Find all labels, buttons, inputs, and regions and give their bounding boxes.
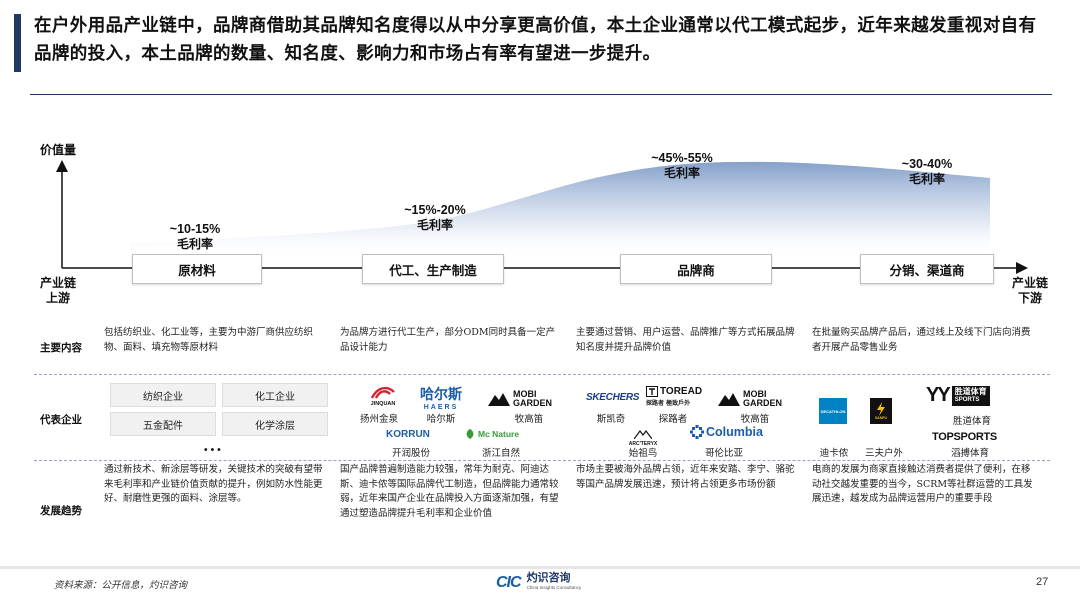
manufacturer-haers: 哈尔斯 [426, 414, 456, 425]
trend-brand: 市场主要被海外品牌占领，近年来安踏、李宁、骆驼等国产品牌发展迅速，预计将占领更多… [576, 464, 795, 490]
row-label-companies: 代表企业 [40, 414, 82, 426]
jinquan-logo: JINQUAN [360, 384, 406, 407]
content-raw-materials: 包括纺织业、化工业等，主要为中游厂商供应纺织物、面料、填充物等原材料 [104, 327, 314, 353]
manufacturer-kingrun: 开润股份 [391, 448, 430, 459]
margin-raw-materials: ~10-15% 毛利率 [169, 222, 221, 251]
trend-manufacturing: 国产品牌普遍制造能力较强，常年为耐克、阿迪达斯、迪卡侬等国际品牌代工制造，但品牌… [340, 464, 559, 519]
brand-mobigarden: 牧高笛 [740, 414, 770, 425]
page-title: 在户外用品产业链中，品牌商借助其品牌知名度得以从中分享更高价值，本土企业通常以代… [34, 16, 1037, 64]
mcnature-logo: Mc Nature [464, 428, 519, 440]
retailer-shengdao: 胜道体育 [952, 416, 991, 427]
content-manufacturing: 为品牌方进行代工生产，部分ODM同时具备一定产品设计能力 [340, 327, 556, 353]
brand-toread: 探路者 [658, 414, 688, 425]
category-coating: 化学涂层 [222, 412, 328, 436]
columbia-logo: Columbia [690, 425, 763, 439]
stage-brand: 品牌商 [620, 254, 772, 284]
margin-brand: ~45%-55% 毛利率 [651, 151, 713, 180]
category-chemical: 化工企业 [222, 383, 328, 407]
row-label-trend: 发展趋势 [40, 505, 82, 517]
manufacturer-mobigarden: 牧高笛 [514, 414, 544, 425]
y-axis-label: 价值量 [40, 143, 77, 157]
page-number: 27 [1036, 576, 1049, 588]
brand-arcteryx: 始祖鸟 [628, 448, 658, 459]
trend-distribution: 电商的发展为商家直接触达消费者提供了便利，在移动社交越发重要的当今，SCRM等社… [812, 464, 1033, 504]
title-divider [30, 94, 1052, 95]
source-note: 资料来源：公开信息，灼识咨询 [54, 580, 188, 591]
toread-logo: TOREAD 探路者 極致戶外 [646, 386, 703, 407]
title-accent-bar [14, 14, 21, 72]
margin-manufacturing: ~15%-20% 毛利率 [404, 203, 466, 232]
arcteryx-logo: ARC'TERYX [626, 424, 660, 447]
manufacturer-jinquan: 扬州金泉 [359, 414, 398, 425]
footer-divider [0, 566, 1080, 569]
skechers-logo: SKECHERS [586, 392, 640, 403]
mobigarden-logo-2: MOBI GARDEN [718, 388, 794, 410]
row-divider-2 [34, 460, 1050, 461]
haers-logo: 哈尔斯 HAERS [420, 386, 462, 411]
shengdao-logo: YY 胜道体育 SPORTS [926, 384, 990, 407]
margin-distribution: ~30-40% 毛利率 [901, 157, 953, 186]
content-distribution: 在批量购买品牌产品后，通过线上及线下门店向消费者开展产品零售业务 [812, 327, 1031, 353]
downstream-label: 产业链 下游 [1011, 276, 1048, 305]
retailer-sanfu: 三夫户外 [864, 448, 903, 459]
content-brand: 主要通过营销、用户运营、品牌推广等方式拓展品牌知名度并提升品牌价值 [576, 327, 795, 353]
category-textile: 纺织企业 [110, 383, 216, 407]
manufacturer-zhejiang-natural: 浙江自然 [481, 448, 520, 459]
more-ellipsis: ... [203, 436, 223, 455]
stage-manufacturing: 代工、生产制造 [362, 254, 504, 284]
upstream-label: 产业链 上游 [39, 276, 76, 305]
category-hardware: 五金配件 [110, 412, 216, 436]
stage-raw-materials: 原材料 [132, 254, 262, 284]
retailer-topsports: 滔搏体育 [950, 448, 989, 459]
brand-columbia: 哥伦比亚 [704, 448, 743, 459]
decathlon-logo: DECATHLON [819, 398, 847, 424]
stage-distribution: 分销、渠道商 [860, 254, 994, 284]
mobigarden-logo-1: MOBI GARDEN [488, 388, 564, 410]
sanfu-logo: SANFU [870, 398, 892, 424]
cic-logo: CIC 灼识咨询 China Insights Consultancy [496, 571, 582, 591]
row-label-content: 主要内容 [40, 342, 82, 354]
brand-skechers: 斯凯奇 [596, 414, 626, 425]
value-curve-area [130, 161, 990, 258]
retailer-decathlon: 迪卡侬 [819, 448, 849, 459]
trend-raw-materials: 通过新技术、新涂层等研发，关键技术的突破有望带来毛利率和产业链价值贡献的提升，例… [104, 464, 323, 504]
topsports-logo: TOPSPORTS [932, 431, 997, 443]
row-divider-1 [34, 374, 1050, 375]
korrun-logo: KORRUN [386, 429, 430, 440]
